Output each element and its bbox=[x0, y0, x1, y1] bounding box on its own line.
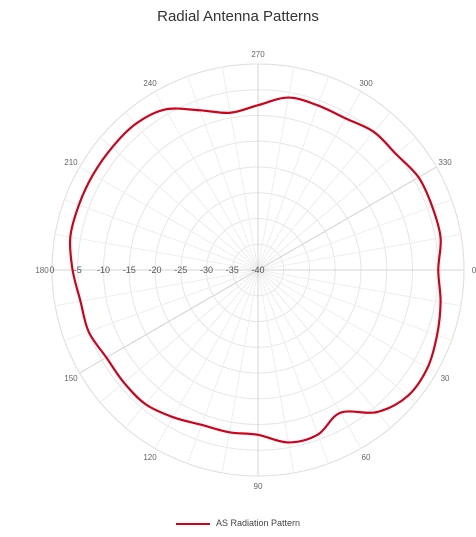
grid-spoke bbox=[187, 76, 259, 271]
angle-tick-label: 240 bbox=[143, 79, 157, 88]
grid-spoke bbox=[64, 269, 259, 341]
angle-tick-label: 90 bbox=[254, 482, 263, 491]
data-point bbox=[201, 424, 203, 426]
data-point bbox=[257, 434, 259, 436]
grid-spoke bbox=[257, 91, 362, 271]
grid-spoke bbox=[99, 269, 259, 403]
data-point bbox=[78, 204, 80, 206]
radial-tick-label: -5 bbox=[74, 265, 82, 275]
data-point bbox=[172, 416, 174, 418]
series-group bbox=[68, 96, 442, 444]
axis-line bbox=[79, 166, 437, 374]
legend-swatch bbox=[175, 522, 210, 525]
data-point bbox=[376, 411, 378, 413]
data-point bbox=[164, 108, 166, 111]
grid-spoke bbox=[55, 233, 259, 271]
grid-spoke bbox=[257, 269, 362, 449]
data-point bbox=[257, 104, 259, 106]
angle-tick-label: 180 bbox=[35, 266, 49, 275]
grid-spoke bbox=[64, 199, 259, 271]
angle-tick-label: 60 bbox=[362, 453, 371, 462]
legend-label: AS Radiation Pattern bbox=[215, 518, 301, 528]
grid-spoke bbox=[55, 269, 259, 307]
grid-spoke bbox=[221, 67, 259, 271]
data-point bbox=[72, 269, 74, 271]
angle-tick-label: 210 bbox=[64, 158, 78, 167]
data-point bbox=[144, 403, 147, 405]
grid-spoke bbox=[257, 269, 452, 341]
grid-spoke bbox=[257, 269, 437, 374]
angle-tick-label: 270 bbox=[251, 50, 265, 59]
data-point bbox=[229, 112, 231, 114]
grid-spoke bbox=[257, 269, 329, 464]
grid-spoke bbox=[257, 67, 295, 271]
grid-spoke bbox=[257, 269, 461, 307]
radial-tick-labels: -40 -35 -30 -25 -20 -15 -10 -5 0 bbox=[49, 265, 264, 275]
data-point bbox=[437, 269, 439, 271]
grid-spoke bbox=[154, 91, 259, 271]
data-point bbox=[395, 153, 397, 155]
grid-spoke bbox=[154, 269, 259, 449]
data-point bbox=[439, 237, 442, 239]
polar-grid bbox=[51, 63, 465, 477]
radial-tick-label: -35 bbox=[226, 265, 239, 275]
chart-title: Radial Antenna Patterns bbox=[157, 8, 319, 25]
data-point bbox=[69, 236, 71, 238]
grid-spoke bbox=[187, 269, 259, 464]
angle-tick-label: 30 bbox=[441, 374, 450, 383]
radial-tick-label: -10 bbox=[97, 265, 110, 275]
legend: AS Radiation Pattern bbox=[0, 518, 476, 528]
radial-tick-label: 0 bbox=[49, 265, 54, 275]
data-point bbox=[287, 96, 290, 99]
grid-spoke bbox=[257, 233, 461, 271]
data-point bbox=[79, 300, 82, 302]
data-point bbox=[344, 117, 347, 119]
data-point bbox=[436, 334, 438, 336]
data-point bbox=[105, 356, 107, 359]
grid-spoke bbox=[221, 269, 259, 473]
data-point bbox=[228, 431, 230, 433]
grid-spoke bbox=[257, 269, 391, 429]
data-point bbox=[134, 123, 137, 125]
grid-spoke bbox=[99, 137, 259, 271]
angle-tick-label: 0 bbox=[472, 266, 476, 275]
data-point bbox=[317, 433, 319, 436]
data-point bbox=[431, 205, 433, 208]
data-point bbox=[92, 174, 94, 176]
grid-spoke bbox=[257, 269, 295, 473]
data-point bbox=[426, 367, 429, 369]
grid-spoke bbox=[79, 166, 259, 271]
radial-tick-label: -20 bbox=[148, 265, 161, 275]
data-point bbox=[439, 301, 442, 303]
data-point bbox=[199, 109, 201, 111]
grid-spoke bbox=[257, 199, 452, 271]
data-point bbox=[123, 381, 125, 384]
angle-tick-label: 150 bbox=[64, 374, 78, 383]
data-point bbox=[339, 412, 341, 414]
grid-spoke bbox=[257, 111, 391, 271]
grid-spoke bbox=[125, 111, 259, 271]
data-point bbox=[287, 441, 290, 444]
radial-tick-label: -25 bbox=[174, 265, 187, 275]
data-point bbox=[417, 176, 420, 178]
data-point bbox=[88, 331, 90, 333]
data-point bbox=[407, 395, 409, 397]
grid-spoke bbox=[257, 76, 329, 271]
angle-tick-label: 120 bbox=[143, 453, 157, 462]
radial-tick-label: -30 bbox=[200, 265, 213, 275]
grid-spoke bbox=[125, 269, 259, 429]
grid-spoke bbox=[257, 137, 417, 271]
data-point bbox=[317, 104, 319, 107]
radial-tick-label: -40 bbox=[251, 265, 264, 275]
angle-tick-label: 300 bbox=[359, 79, 373, 88]
grid-spoke bbox=[257, 269, 417, 403]
angle-tick-label: 330 bbox=[438, 158, 452, 167]
radial-tick-label: -15 bbox=[123, 265, 136, 275]
data-point bbox=[111, 146, 113, 149]
data-point bbox=[373, 131, 375, 133]
angle-tick-labels: 270 300 330 0 30 60 90 120 150 180 210 240 bbox=[35, 50, 476, 491]
